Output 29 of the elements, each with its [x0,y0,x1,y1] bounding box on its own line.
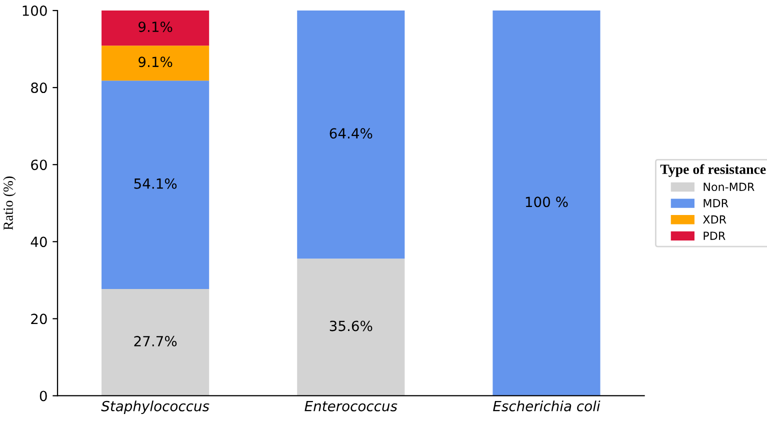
bar [102,10,210,46]
data-label: 9.1% [138,56,172,68]
x-tick-label: Escherichia coli [493,400,600,412]
data-label: 64.4% [330,128,372,139]
y-tick-label: 0 [40,390,47,402]
y-axis-title: Ratio (%) [3,176,16,230]
legend-label: Non-MDR [704,182,754,192]
bar [102,46,210,81]
y-tick-label: 60 [31,160,47,170]
data-label: 100 % [526,196,568,208]
bar [297,10,405,259]
x-tick-label: Staphylococcus [101,400,210,414]
legend-label: PDR [704,232,726,240]
data-label: 35.6% [330,320,372,332]
y-tick-label: 40 [30,236,47,248]
data-label: 9.1% [138,22,172,32]
y-tick-label: 20 [31,314,47,324]
legend-label: MDR [704,199,728,208]
data-label: 54.1% [134,178,177,189]
bar [102,80,210,290]
bar [102,289,210,396]
data-label: 27.7% [134,336,177,346]
y-tick-label: 100 [22,5,47,16]
bar [297,258,405,396]
bar [492,10,600,396]
legend-title: Type of resistance [660,164,766,177]
x-tick-label: Enterococcus [304,401,398,412]
y-tick-label: 80 [31,82,47,94]
legend-label: XDR [703,215,726,224]
